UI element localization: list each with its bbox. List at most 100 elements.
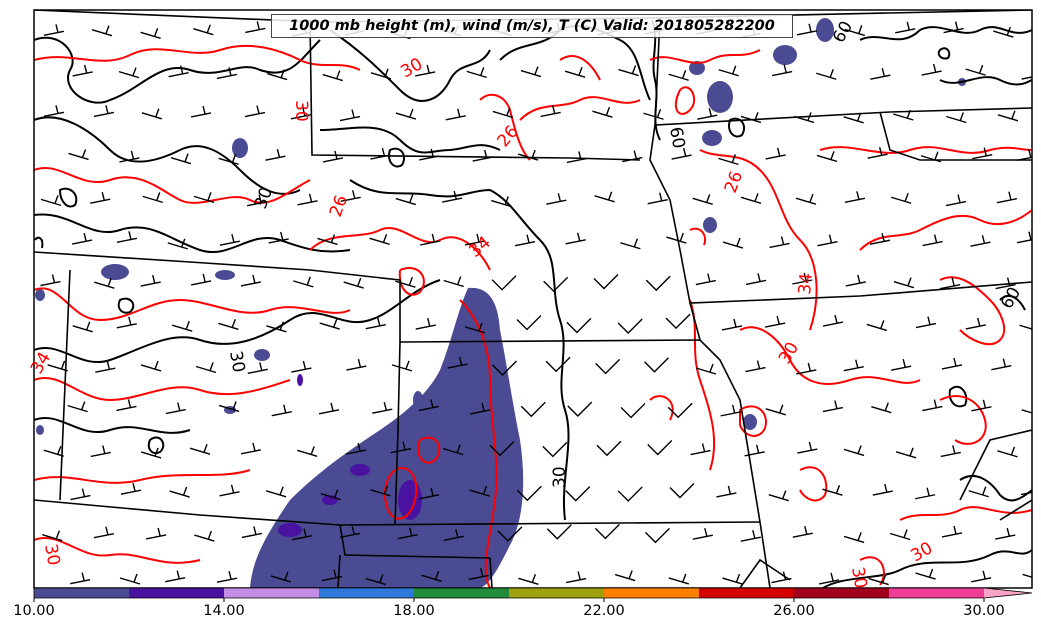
wind-barb — [844, 25, 866, 37]
wind-barb — [72, 64, 93, 77]
wind-barb — [240, 274, 262, 287]
wind-barb — [594, 523, 620, 540]
wind-barb — [740, 530, 761, 542]
wind-barb — [167, 238, 188, 250]
wind-barb — [965, 64, 986, 76]
wind-barb — [517, 149, 539, 161]
wind-barb — [941, 357, 963, 370]
wind-barb — [247, 362, 268, 375]
wind-barb — [219, 234, 241, 246]
wind-barb — [297, 193, 318, 206]
colorbar-tick-label: 22.00 — [583, 603, 625, 619]
wind-barb — [518, 574, 539, 585]
wind-barb — [516, 485, 542, 502]
colorbar-tick-label: 14.00 — [203, 603, 245, 619]
wind-barb — [594, 191, 615, 203]
wind-barb — [189, 443, 211, 455]
wind-barb — [566, 317, 592, 334]
wind-barb — [340, 190, 361, 202]
wind-barb — [666, 232, 687, 244]
wind-barb — [165, 570, 186, 583]
contour-label: 34 — [795, 272, 817, 295]
wind-barb — [771, 571, 792, 584]
wind-barb — [72, 321, 93, 333]
wind-barb — [617, 486, 643, 502]
wind-barb — [291, 528, 313, 541]
wind-barb — [390, 441, 412, 454]
wind-barb — [442, 444, 464, 456]
wind-barb — [43, 445, 64, 457]
wind-barb — [270, 571, 292, 583]
wind-barb — [443, 276, 464, 288]
wind-barb — [241, 526, 263, 539]
wind-barb — [690, 443, 711, 456]
wind-barb — [943, 21, 964, 34]
wind-barb — [620, 238, 641, 250]
colorbar-segment — [604, 588, 699, 598]
colorbar-segment — [794, 588, 889, 598]
wind-barb — [172, 320, 193, 332]
wind-barb — [618, 65, 639, 77]
wind-barb — [319, 318, 340, 330]
wind-barb — [245, 21, 266, 34]
wind-barb — [993, 26, 1014, 38]
wind-barb — [695, 273, 716, 286]
wind-barb — [472, 149, 493, 162]
wind-barb — [667, 402, 693, 419]
wind-barb — [565, 486, 591, 502]
contour-label: 30 — [225, 349, 248, 374]
wind-barb — [565, 232, 586, 245]
wind-barb — [468, 568, 489, 581]
wind-barb — [867, 146, 888, 159]
wind-barb — [116, 231, 138, 243]
wind-barb — [520, 66, 542, 78]
wind-barb — [47, 360, 68, 372]
wind-barb — [140, 360, 162, 372]
wind-barb — [194, 530, 215, 542]
wind-barb — [792, 272, 813, 285]
wind-barb — [70, 488, 91, 501]
colorbar-segment — [129, 588, 224, 598]
map-title: 1000 mb height (m), wind (m/s), T (C) Va… — [271, 14, 793, 38]
wind-barb — [119, 573, 141, 585]
contour-label: 30 — [291, 100, 311, 122]
wind-barb — [772, 64, 793, 77]
wind-barb — [718, 154, 739, 166]
wind-barb — [869, 233, 891, 245]
wind-barb — [469, 485, 490, 497]
wind-barb — [345, 442, 367, 455]
contour-label: 30 — [550, 466, 570, 488]
wind-barb — [866, 320, 888, 332]
plot-area — [34, 10, 1032, 588]
wind-barb — [71, 232, 93, 245]
wind-barb — [915, 568, 936, 580]
wind-barb — [244, 105, 266, 118]
wind-barb — [369, 234, 390, 245]
wind-barb — [191, 273, 212, 286]
contour-label: 30 — [40, 542, 63, 567]
wind-barb — [1016, 149, 1032, 162]
wind-barb — [797, 441, 818, 454]
wind-barb — [891, 358, 912, 371]
wind-barb — [644, 527, 670, 544]
wind-barb — [765, 315, 786, 328]
wind-barb — [872, 483, 893, 496]
wind-barb — [391, 360, 413, 372]
wind-barb — [516, 314, 542, 331]
wind-barb — [921, 63, 942, 76]
wind-barb — [543, 276, 569, 293]
wind-barb — [546, 524, 572, 540]
wind-barb — [843, 359, 864, 372]
wind-barb — [491, 275, 517, 291]
colorbar-segment — [509, 588, 604, 598]
wind-barb — [692, 527, 713, 540]
wind-barb — [972, 147, 993, 160]
wind-barb — [740, 112, 762, 124]
wind-barb — [445, 108, 466, 121]
colorbar-tick-label: 18.00 — [393, 603, 435, 619]
wind-barb — [895, 21, 916, 34]
wind-barb — [365, 574, 387, 586]
wind-barb — [765, 147, 786, 160]
wind-barb — [266, 321, 287, 333]
